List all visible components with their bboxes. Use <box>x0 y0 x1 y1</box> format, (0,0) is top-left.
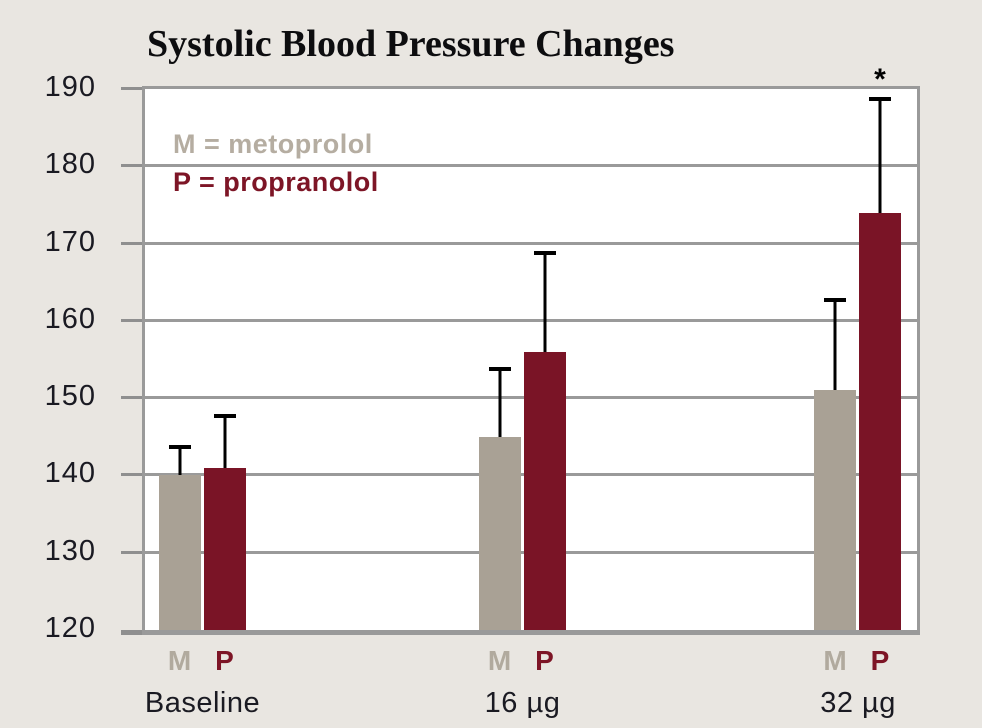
error-bar-cap <box>488 367 511 372</box>
bar-metoprolol <box>158 475 201 630</box>
gridline <box>145 318 917 322</box>
bar-letter-label: M <box>823 645 847 676</box>
significance-asterisk: * <box>874 62 886 96</box>
y-tick-label: 150 <box>44 380 96 413</box>
error-bar-cap <box>824 297 847 302</box>
bar-propranolol <box>859 212 902 630</box>
bar-metoprolol <box>478 436 521 630</box>
legend-item: P = propranolol <box>173 167 379 197</box>
y-tick-label: 140 <box>44 457 96 490</box>
y-tick-label: 160 <box>44 302 96 335</box>
error-bar <box>533 251 556 352</box>
y-tick-label: 190 <box>44 71 96 103</box>
error-bar-line <box>498 367 501 437</box>
y-axis: 120 130 140 150 160 170 180 190 <box>0 71 142 644</box>
category-label: Baseline <box>144 687 261 719</box>
y-tick-mark <box>121 550 142 554</box>
plot-area: M = metoprolol P = propranolol M P Baseline… <box>142 64 920 719</box>
bar-letter-label: M <box>167 645 192 676</box>
y-tick-label: 170 <box>44 225 96 258</box>
error-bar <box>168 444 191 476</box>
error-bar-cap <box>168 444 191 449</box>
error-bar-line <box>543 251 546 352</box>
error-bar <box>824 297 847 391</box>
bar-metoprolol <box>814 390 857 630</box>
y-tick-mark <box>121 241 142 245</box>
bar-letter-label: P <box>870 645 890 676</box>
legend: M = metoprolol P = propranolol <box>173 125 379 201</box>
error-bar-line <box>178 444 181 476</box>
gridline <box>145 241 917 245</box>
legend-item: M = metoprolol <box>173 129 373 159</box>
error-bar-cap <box>533 251 556 256</box>
y-tick-mark <box>121 87 142 90</box>
y-tick-mark <box>121 318 142 322</box>
bar-group: M P 32 µg * <box>814 64 902 719</box>
category-label: 32 µg <box>820 687 896 719</box>
y-tick-label: 180 <box>44 148 96 181</box>
y-tick-mark <box>121 164 142 168</box>
error-bar-cap <box>869 96 892 101</box>
error-bar-line <box>223 413 226 468</box>
error-bar-line <box>878 96 882 213</box>
bar-letter-label: M <box>487 645 512 676</box>
error-bar <box>213 413 236 468</box>
bar-group: M P Baseline <box>145 89 260 719</box>
category-label: 16 µg <box>484 687 561 719</box>
y-tick-label: 120 <box>44 612 96 644</box>
y-tick-mark <box>121 396 142 400</box>
gridline <box>145 164 917 168</box>
bar-propranolol <box>523 351 566 630</box>
y-tick-mark <box>121 473 142 477</box>
error-bar-cap <box>213 413 236 418</box>
bar-letter-label: P <box>215 645 234 676</box>
error-bar <box>488 367 511 437</box>
error-bar <box>869 96 892 213</box>
y-tick-mark <box>121 630 142 635</box>
chart-title: Systolic Blood Pressure Changes <box>147 23 675 65</box>
bar-propranolol <box>203 467 246 630</box>
error-bar-line <box>833 297 837 391</box>
y-tick-label: 130 <box>44 534 96 567</box>
bar-group: M P 16 µg <box>478 89 567 719</box>
bar-letter-label: P <box>535 645 554 676</box>
